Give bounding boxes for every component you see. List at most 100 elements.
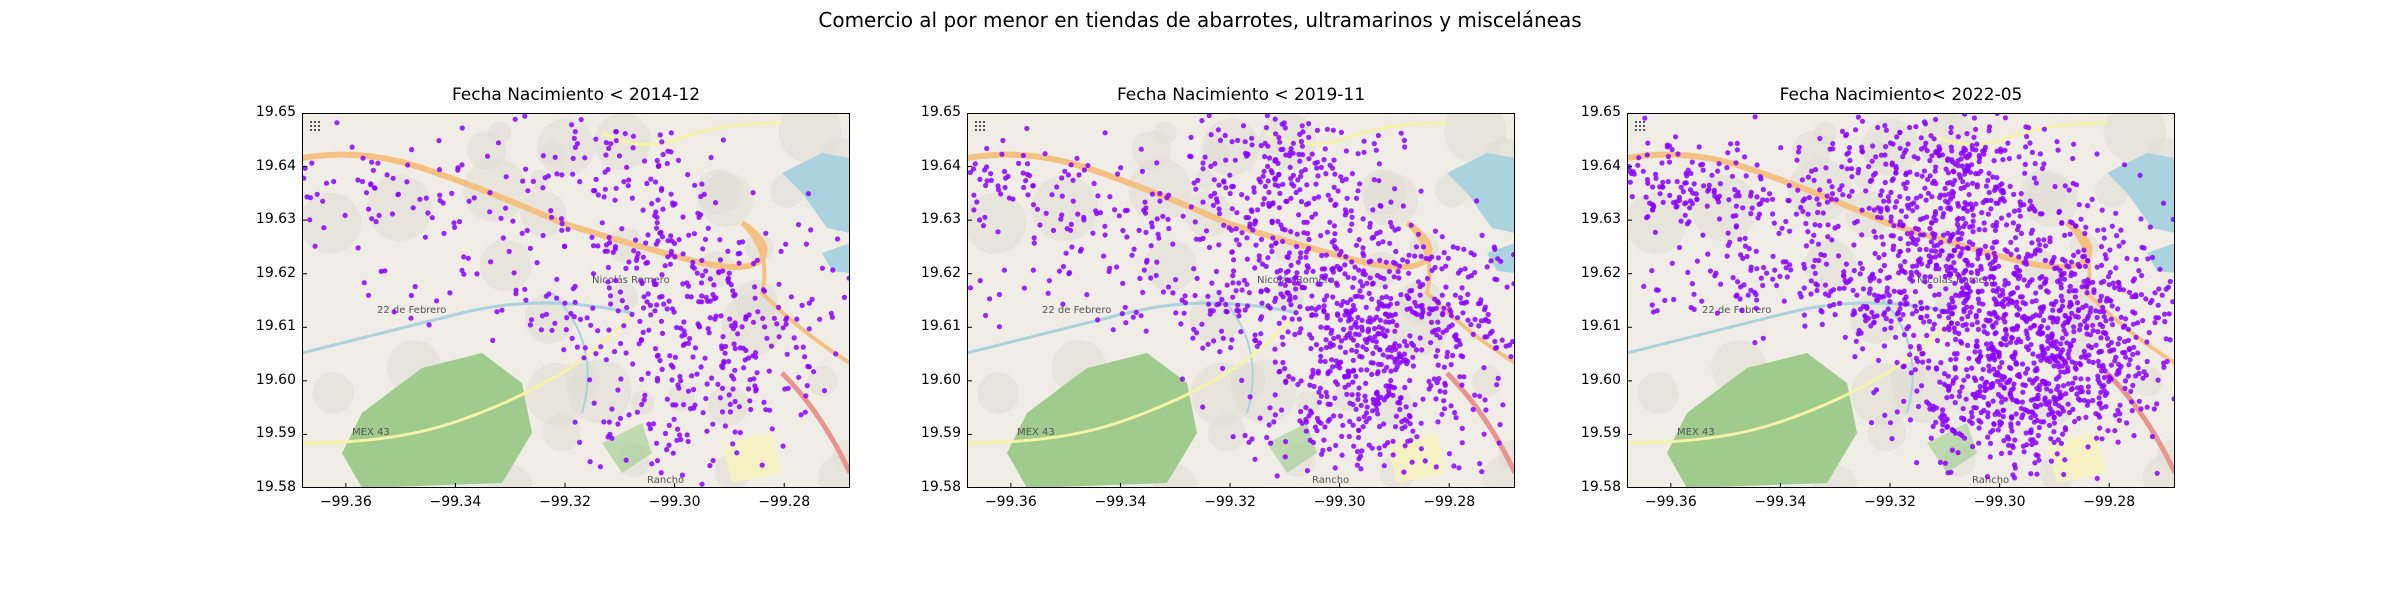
establishment-point [2110,280,2116,286]
y-tick-label: 19.61 [1580,318,1621,335]
establishment-point [1212,190,1218,196]
establishment-point [1325,325,1331,331]
establishment-point [1478,318,1484,324]
establishment-point [1280,181,1286,187]
establishment-point [1831,301,1837,308]
establishment-point [641,397,647,403]
establishment-point [1391,274,1397,280]
establishment-point [1951,247,1957,253]
establishment-point [2045,345,2051,351]
establishment-point [630,361,636,367]
establishment-point [1359,324,1365,330]
establishment-point [1383,294,1389,300]
establishment-point [2043,276,2049,282]
establishment-point [2062,427,2069,433]
establishment-point [1434,380,1440,386]
urban-patch [1472,365,1503,397]
establishment-point [523,166,529,172]
establishment-point [2009,428,2015,434]
establishment-point [1258,331,1264,337]
establishment-point [1461,374,1467,380]
establishment-point [1644,215,1650,221]
establishment-point [1027,172,1033,179]
establishment-point [2070,155,2076,162]
establishment-point [2085,203,2091,209]
establishment-point [1470,331,1476,337]
establishment-point [607,293,614,299]
establishment-point [1343,335,1349,341]
establishment-point [1381,463,1387,469]
establishment-point [1909,278,1915,284]
establishment-point [2106,378,2112,384]
establishment-point [1355,314,1361,321]
establishment-point [2037,151,2043,157]
establishment-point [1965,313,1971,320]
establishment-point [2031,322,2038,329]
establishment-point [552,320,558,326]
establishment-point [366,206,372,212]
establishment-point [1895,309,1901,316]
establishment-point [1945,470,1951,476]
establishment-point [1344,300,1350,306]
establishment-point [721,360,727,366]
points-layer [967,113,1515,479]
establishment-point [657,132,663,138]
establishment-point [659,139,665,145]
establishment-point [819,265,826,271]
establishment-point [1318,353,1324,359]
establishment-point [1420,244,1427,250]
establishment-point [1819,321,1825,327]
establishment-point [1325,418,1331,424]
establishment-point [1933,116,1939,123]
establishment-point [700,410,706,416]
establishment-point [2055,147,2061,153]
establishment-point [1655,287,1661,293]
establishment-point [1764,197,1770,203]
establishment-point [2058,369,2064,375]
establishment-point [1987,261,1993,267]
establishment-point [2012,465,2018,471]
x-tick-label: −99.30 [648,494,701,510]
grid-icon [1635,121,1645,131]
establishment-point [1914,204,1920,210]
establishment-point [1193,186,1199,192]
establishment-point [719,409,726,415]
establishment-point [461,271,467,277]
x-tick-label: −99.34 [429,494,482,510]
establishment-point [2090,359,2096,365]
establishment-point [2038,357,2044,363]
establishment-point [2152,320,2158,326]
establishment-point [2149,297,2155,304]
establishment-point [1700,167,1706,173]
establishment-point [2131,344,2137,350]
establishment-point [563,327,569,333]
establishment-point [667,353,673,359]
establishment-point [1234,210,1240,216]
establishment-point [1229,184,1235,190]
establishment-point [1918,299,1924,305]
establishment-point [1279,226,1286,232]
establishment-point [1300,152,1306,158]
establishment-point [1936,153,1942,159]
establishment-point [1260,261,1266,267]
establishment-point [1934,366,1940,372]
establishment-point [565,226,571,232]
establishment-point [1296,280,1302,286]
establishment-point [1813,281,1819,287]
establishment-point [2000,157,2006,163]
establishment-point [1844,131,1850,137]
establishment-point [830,267,836,273]
establishment-point [1998,450,2005,456]
establishment-point [1969,414,1975,420]
establishment-point [1367,220,1373,226]
establishment-point [2047,235,2053,241]
establishment-point [1666,143,1673,149]
establishment-point [1859,118,1866,124]
establishment-point [2068,259,2075,265]
establishment-point [2130,351,2136,357]
establishment-point [1936,313,1942,319]
establishment-point [603,357,609,363]
establishment-point [967,169,973,176]
establishment-point [651,281,658,287]
establishment-point [1294,243,1300,250]
